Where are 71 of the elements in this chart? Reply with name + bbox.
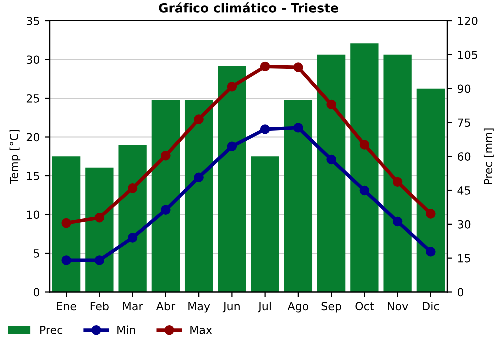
y2-tick-label: 0 [458,288,464,297]
point [260,62,270,72]
x-tick-label: Oct [356,302,374,311]
legend-label: Max [190,326,212,334]
bar [184,100,214,292]
x-tick-label: Feb [90,302,109,311]
x-tick-label: May [188,302,210,313]
y-tick-label: 0 [34,288,40,297]
point [426,247,436,257]
x-tick-label: Ene [57,302,76,311]
bar [284,100,313,292]
point [227,142,238,152]
bar [218,66,246,292]
chart-title: Gráfico climático - Trieste [159,2,338,13]
point [360,140,370,150]
x-tick-label: Jul [258,302,271,313]
y-tick-label: 20 [26,133,40,142]
point [326,100,336,110]
x-tick-label: Abr [156,302,176,311]
y2-axis-title: Prec [mm] [484,128,494,184]
bar [86,168,114,292]
x-tick-label: Ago [288,302,309,313]
y-tick-label: 30 [26,56,40,64]
legend-label: Min [118,326,136,334]
x-tick-label: Dic [423,302,440,311]
y2-tick-label: 30 [458,220,471,229]
y-axis-title: Temp [°C] [10,130,21,184]
point [227,82,238,92]
point [294,62,304,72]
bar [317,54,346,292]
bar [350,44,379,292]
point [128,233,138,243]
y2-tick-label: 90 [458,84,471,94]
legend-label: Prec [40,326,63,334]
bar [251,156,280,292]
point [392,216,403,227]
point [194,114,204,124]
point [360,186,370,196]
point [194,172,204,182]
x-tick-label: Jun [222,302,240,313]
y-tick-label: 35 [26,16,40,26]
point [392,177,403,188]
point [94,212,105,223]
y2-tick-label: 75 [458,118,470,128]
point [161,150,171,161]
y-tick-label: 10 [27,210,40,220]
point [260,124,270,134]
y2-tick-label: 105 [458,50,478,60]
y2-tick-label: 45 [458,186,470,195]
y-tick-label: 15 [27,172,40,180]
point [62,256,72,266]
point [326,154,336,165]
point [426,209,436,219]
bar [52,156,81,292]
bar [152,100,180,292]
point [294,123,304,133]
point [62,218,72,228]
y-tick-label: 5 [34,250,40,258]
bar [416,88,446,292]
x-tick-label: Nov [388,302,408,311]
point [128,184,138,194]
point [161,205,171,215]
bar [118,145,147,292]
x-tick-label: Mar [123,302,144,311]
y-tick-label: 25 [26,94,40,103]
y2-tick-label: 15 [458,254,470,263]
point [94,256,105,266]
y2-tick-label: 120 [458,16,478,26]
x-tick-label: Sep [322,302,342,313]
bar [384,54,412,292]
y2-tick-label: 60 [458,152,471,162]
